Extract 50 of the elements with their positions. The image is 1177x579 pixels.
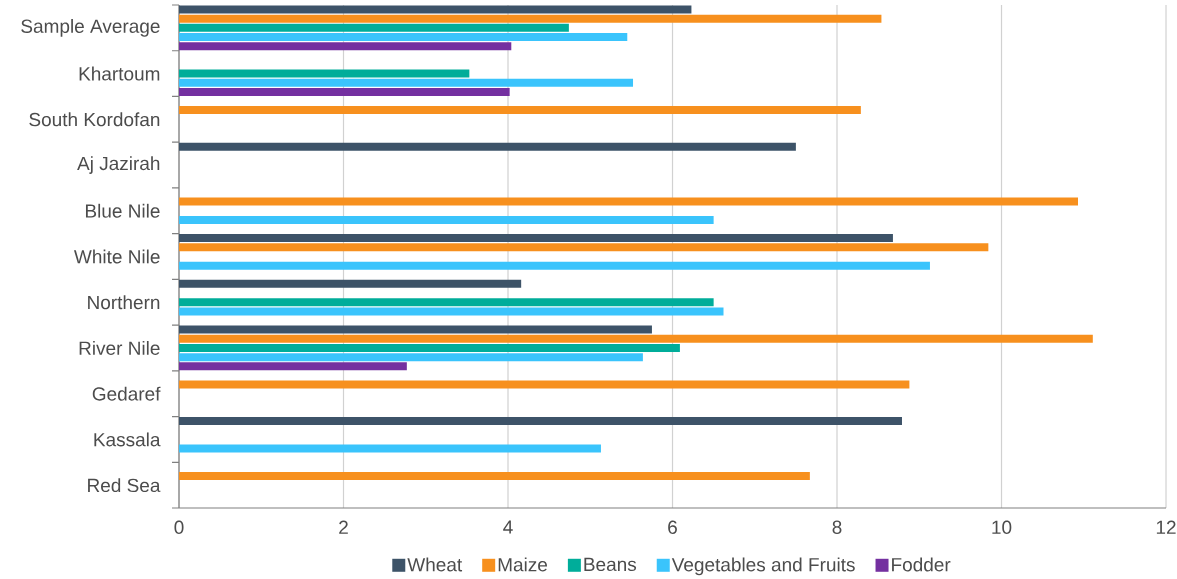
bar: [179, 197, 1078, 206]
bar: [179, 106, 861, 115]
bar: [179, 380, 910, 389]
y-tick-label: Sample Average: [21, 19, 160, 37]
bar: [179, 353, 643, 362]
legend-label: Fodder: [892, 557, 951, 572]
bar: [179, 307, 724, 316]
x-tick-label: 10: [992, 520, 1012, 534]
bar: [179, 23, 569, 32]
bar: [179, 471, 810, 480]
y-tick-label: River Nile: [79, 340, 160, 355]
bar: [179, 325, 652, 334]
bar: [179, 33, 628, 42]
bar: [179, 5, 692, 14]
bar: [179, 261, 930, 270]
y-tick-label: Kassala: [94, 432, 161, 447]
y-tick-label: Northern: [88, 295, 160, 310]
x-tick-label: 4: [503, 520, 513, 534]
bar: [179, 215, 714, 224]
bar: [179, 69, 470, 78]
bar: [179, 42, 512, 51]
legend-label: Vegetables and Fruits: [671, 557, 855, 576]
y-tick-label: Khartoum: [79, 66, 160, 81]
y-tick-label: Blue Nile: [85, 203, 160, 218]
x-tick-label: 2: [339, 520, 348, 534]
bar: [179, 334, 1093, 343]
y-tick-label: White Nile: [73, 249, 160, 264]
legend-label: Beans: [584, 557, 637, 572]
bar: [179, 298, 714, 307]
y-tick-label: Gedaref: [92, 386, 161, 401]
x-tick-label: 8: [832, 520, 842, 534]
x-tick-label: 0: [174, 520, 184, 534]
x-tick-label: 6: [668, 520, 677, 534]
bar: [179, 362, 407, 371]
bar: [179, 417, 902, 426]
x-tick-label: 12: [1156, 520, 1176, 534]
bar: [179, 343, 680, 352]
bar: [179, 444, 601, 453]
y-tick-label: Red Sea: [88, 478, 161, 493]
legend-label: Maize: [498, 557, 548, 572]
bar: [179, 14, 882, 23]
bar: [179, 88, 510, 96]
bar: [179, 279, 522, 288]
bar: [179, 142, 796, 151]
bar: [179, 234, 893, 243]
legend-label: Wheat: [407, 557, 463, 572]
bar: [179, 243, 989, 252]
y-tick-label: South Kordofan: [29, 112, 160, 127]
bar: [179, 78, 634, 87]
y-tick-label: Aj Jazirah: [77, 156, 160, 174]
